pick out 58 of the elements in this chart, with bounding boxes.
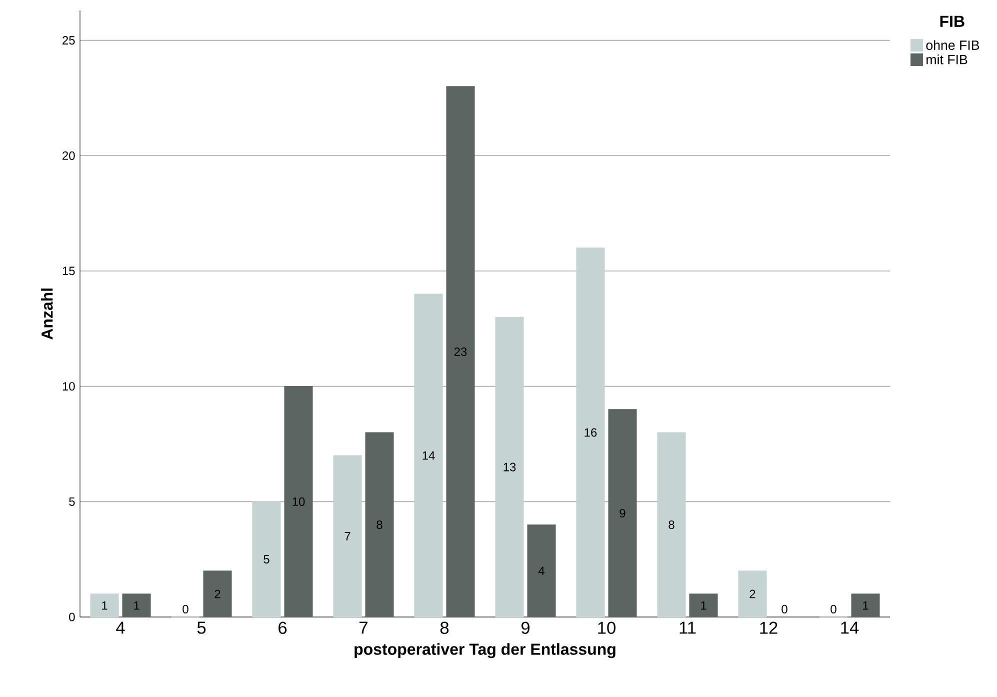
bar xyxy=(495,316,524,618)
data-label: 1 xyxy=(863,601,868,610)
x-tick-label: 6 xyxy=(278,622,287,634)
bar xyxy=(122,594,151,618)
data-label: 2 xyxy=(750,590,756,598)
bar xyxy=(414,294,443,618)
data-label: 14 xyxy=(422,451,435,460)
x-axis-title: postoperativer Tag der Entlassung xyxy=(354,643,616,658)
data-label: 0 xyxy=(182,604,188,614)
x-tick-label: 5 xyxy=(197,622,206,634)
y-tick-label: 0 xyxy=(69,612,75,622)
x-tick-label: 7 xyxy=(360,622,368,634)
bar xyxy=(689,594,718,618)
data-label: 8 xyxy=(668,520,674,529)
y-tick-label: 15 xyxy=(62,266,75,276)
data-label: 0 xyxy=(830,604,836,614)
bar xyxy=(365,432,394,618)
bar xyxy=(576,248,605,618)
y-tick-label: 5 xyxy=(69,497,75,506)
x-tick-label: 4 xyxy=(116,622,125,634)
legend-title: FIB xyxy=(940,16,964,27)
bar xyxy=(203,570,232,618)
data-label: 0 xyxy=(782,604,788,614)
legend-label: ohne FIB xyxy=(926,40,980,50)
x-tick-label: 8 xyxy=(440,622,449,634)
bar xyxy=(284,386,313,618)
x-tick-label: 12 xyxy=(760,622,778,634)
data-label: 1 xyxy=(134,601,140,610)
x-tick-label: 11 xyxy=(680,622,696,634)
data-label: 23 xyxy=(454,347,467,356)
bar xyxy=(657,432,686,618)
bar xyxy=(446,86,475,618)
bar xyxy=(851,594,880,618)
bar xyxy=(608,409,637,618)
x-tick-label: 9 xyxy=(521,622,530,634)
y-axis-title: Anzahl xyxy=(41,288,53,340)
data-label: 10 xyxy=(292,497,305,506)
data-label: 7 xyxy=(344,532,350,540)
y-tick-label: 20 xyxy=(62,151,75,160)
bar xyxy=(738,570,767,618)
bar xyxy=(90,594,119,618)
data-label: 4 xyxy=(538,566,544,575)
bar xyxy=(333,455,362,618)
y-tick-label: 25 xyxy=(62,36,75,45)
data-label: 16 xyxy=(584,428,597,437)
x-tick-label: 10 xyxy=(598,622,616,634)
bar xyxy=(527,524,556,618)
data-label: 1 xyxy=(701,601,706,610)
data-label: 8 xyxy=(376,520,382,529)
data-label: 13 xyxy=(504,462,516,472)
legend-label: mit FIB xyxy=(926,54,968,64)
data-label: 5 xyxy=(264,555,270,564)
data-label: 2 xyxy=(214,590,220,598)
bar xyxy=(252,501,281,618)
x-tick-label: 14 xyxy=(841,622,859,634)
y-tick-label: 10 xyxy=(62,382,75,391)
data-label: 1 xyxy=(102,601,108,610)
data-label: 9 xyxy=(620,508,626,518)
